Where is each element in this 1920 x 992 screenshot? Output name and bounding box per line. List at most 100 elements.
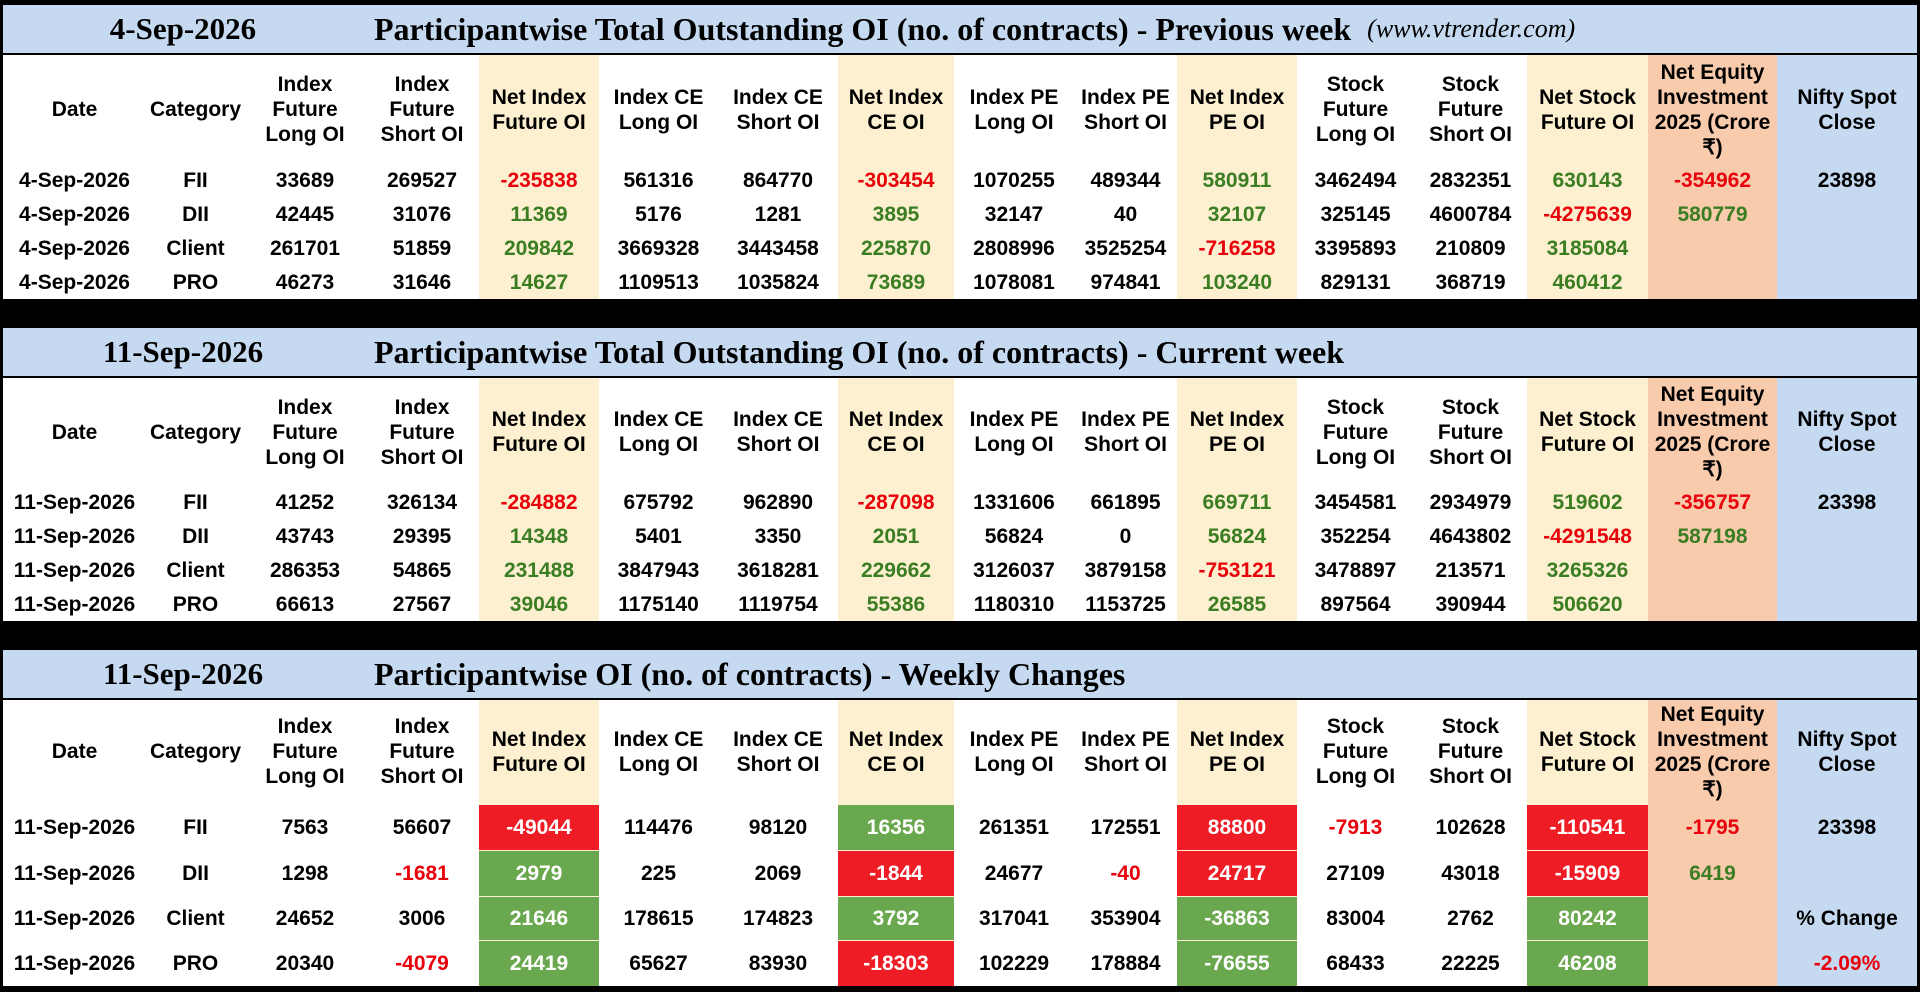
column-header-stock-future-short: Stock Future Short OI	[1429, 715, 1512, 788]
column-header-index-future-long: Index Future Long OI	[265, 395, 345, 469]
table-cell-index-ce-long: 178615	[623, 906, 694, 930]
column-background-index-pe-long	[954, 378, 1074, 621]
table-cell-index-ce-short: 864770	[742, 168, 814, 192]
table-cell-index-pe-short: 974841	[1090, 270, 1161, 294]
table-cell-index-future-short: 29395	[392, 524, 452, 548]
table-cell-stock-future-short: 210809	[1435, 236, 1506, 260]
table-cell-net-stock-future: 80242	[1527, 897, 1648, 940]
table-cell-net-index-ce: 2051	[872, 524, 920, 548]
table-cell-index-future-short: 31076	[392, 202, 452, 226]
nifty-spot-value	[1777, 232, 1917, 265]
column-header-net-index-pe: Net Index PE OI	[1189, 727, 1285, 776]
column-header-index-ce-short: Index CE Short OI	[733, 727, 823, 776]
table-cell-net-index-future: -49044	[479, 805, 599, 850]
nifty-spot-value	[1777, 198, 1917, 231]
table-cell-date: 11-Sep-2026	[13, 861, 136, 885]
section-divider	[0, 53, 1920, 55]
table-cell-stock-future-short: 2832351	[1429, 168, 1512, 192]
column-background-index-ce-long	[599, 700, 718, 986]
table-cell-category: DII	[182, 202, 209, 226]
column-header-net-equity-investment: Net Equity Investment 2025 (Crore ₹)	[1654, 383, 1771, 481]
table-cell-net-index-pe: -753121	[1198, 558, 1276, 582]
nifty-spot-value	[1777, 266, 1917, 299]
column-background-index-pe-short	[1074, 55, 1177, 299]
column-background-index-future-long	[245, 55, 365, 299]
table-cell-net-index-ce: 3792	[838, 897, 954, 940]
column-header-stock-future-long: Stock Future Long OI	[1315, 73, 1396, 146]
table-cell-index-pe-short: 3879158	[1084, 558, 1167, 582]
column-header-index-ce-long: Index CE Long OI	[613, 727, 704, 776]
table-cell-stock-future-short: 22225	[1441, 951, 1500, 975]
table-cell-date: 4-Sep-2026	[19, 270, 130, 294]
column-background-date	[3, 700, 146, 986]
table-cell-net-index-pe: -76655	[1177, 941, 1297, 986]
column-header-index-future-short: Index Future Short OI	[380, 73, 464, 146]
table-cell-index-ce-short: 174823	[742, 906, 814, 930]
table-cell-date: 11-Sep-2026	[13, 815, 136, 839]
table-cell-date: 11-Sep-2026	[13, 490, 136, 514]
column-header-net-index-future: Net Index Future OI	[491, 727, 587, 776]
column-header-net-index-ce: Net Index CE OI	[848, 408, 944, 456]
column-background-nifty-spot	[1777, 700, 1917, 986]
column-background-stock-future-short	[1414, 55, 1527, 299]
column-header-stock-future-long: Stock Future Long OI	[1315, 715, 1396, 788]
table-cell-index-pe-short: 1153725	[1085, 592, 1166, 616]
table-cell-index-future-short: 27567	[392, 592, 452, 616]
table-cell-net-index-future: -284882	[500, 490, 578, 514]
table-cell-net-stock-future: 630143	[1552, 168, 1623, 192]
table-cell-index-ce-short: 3618281	[737, 558, 819, 582]
table-cell-net-index-pe: 103240	[1201, 270, 1273, 294]
nifty-spot-value: 23398	[1817, 815, 1877, 839]
table-cell-net-stock-future: 506620	[1552, 592, 1623, 616]
table-cell-net-index-ce: -303454	[857, 168, 935, 192]
table-cell-index-ce-short: 98120	[748, 815, 808, 839]
column-background-nifty-spot	[1777, 378, 1917, 621]
table-cell-index-future-long: 24652	[275, 906, 335, 930]
table-cell-index-future-short: -1681	[395, 861, 449, 885]
table-cell-index-future-short: 51859	[392, 236, 452, 260]
table-cell-net-index-pe: 580911	[1202, 168, 1272, 192]
table-cell-index-future-short: 31646	[392, 270, 452, 294]
nifty-spot-value: 23898	[1817, 168, 1877, 192]
table-cell-net-stock-future: -110541	[1527, 805, 1648, 850]
column-background-stock-future-long	[1297, 700, 1414, 986]
table-cell-net-equity-investment	[1648, 554, 1777, 587]
column-header-index-pe-short: Index PE Short OI	[1081, 85, 1170, 134]
table-cell-stock-future-long: 3395893	[1314, 236, 1397, 260]
table-cell-stock-future-short: 368719	[1435, 270, 1506, 294]
table-cell-net-stock-future: 519602	[1552, 490, 1623, 514]
table-cell-index-ce-long: 3847943	[617, 558, 700, 582]
column-header-net-equity-investment: Net Equity Investment 2025 (Crore ₹)	[1654, 702, 1771, 801]
column-background-net-equity-investment	[1648, 55, 1777, 299]
table-cell-index-ce-long: 5401	[635, 524, 682, 548]
table-cell-net-index-future: 2979	[479, 851, 599, 896]
section-title: Participantwise OI (no. of contracts) - …	[374, 650, 1125, 698]
column-background-net-stock-future	[1527, 55, 1648, 299]
column-header-nifty-spot: Nifty Spot Close	[1797, 408, 1897, 456]
nifty-spot-value	[1777, 588, 1917, 621]
table-cell-index-ce-short: 83930	[748, 951, 808, 975]
column-background-index-future-short	[365, 55, 479, 299]
table-cell-net-index-future: 209842	[503, 236, 575, 260]
table-cell-index-pe-long: 261351	[978, 815, 1050, 839]
table-cell-category: PRO	[172, 951, 219, 975]
table-cell-index-future-long: 41252	[275, 490, 335, 514]
table-cell-net-index-ce: 225870	[860, 236, 932, 260]
table-cell-net-index-pe: -36863	[1177, 897, 1297, 940]
column-header-category: Category	[149, 740, 242, 763]
table-cell-category: Client	[166, 236, 225, 260]
section-title-text: Participantwise Total Outstanding OI (no…	[374, 10, 1352, 47]
column-header-index-pe-short: Index PE Short OI	[1081, 727, 1170, 776]
table-cell-stock-future-long: -7913	[1328, 815, 1383, 839]
table-cell-net-equity-investment	[1648, 588, 1777, 621]
table-cell-index-ce-short: 962890	[742, 490, 814, 514]
column-header-net-index-pe: Net Index PE OI	[1189, 85, 1285, 134]
table-cell-net-index-future: 14627	[509, 270, 569, 294]
table-cell-index-pe-long: 1331606	[973, 490, 1055, 514]
table-cell-net-index-future: -235838	[500, 168, 578, 192]
table-cell-stock-future-short: 2762	[1447, 906, 1494, 930]
section-title-text: Participantwise Total Outstanding OI (no…	[374, 333, 1345, 370]
table-cell-index-ce-short: 1281	[754, 202, 802, 226]
column-header-date: Date	[51, 740, 98, 763]
column-background-index-pe-long	[954, 55, 1074, 299]
